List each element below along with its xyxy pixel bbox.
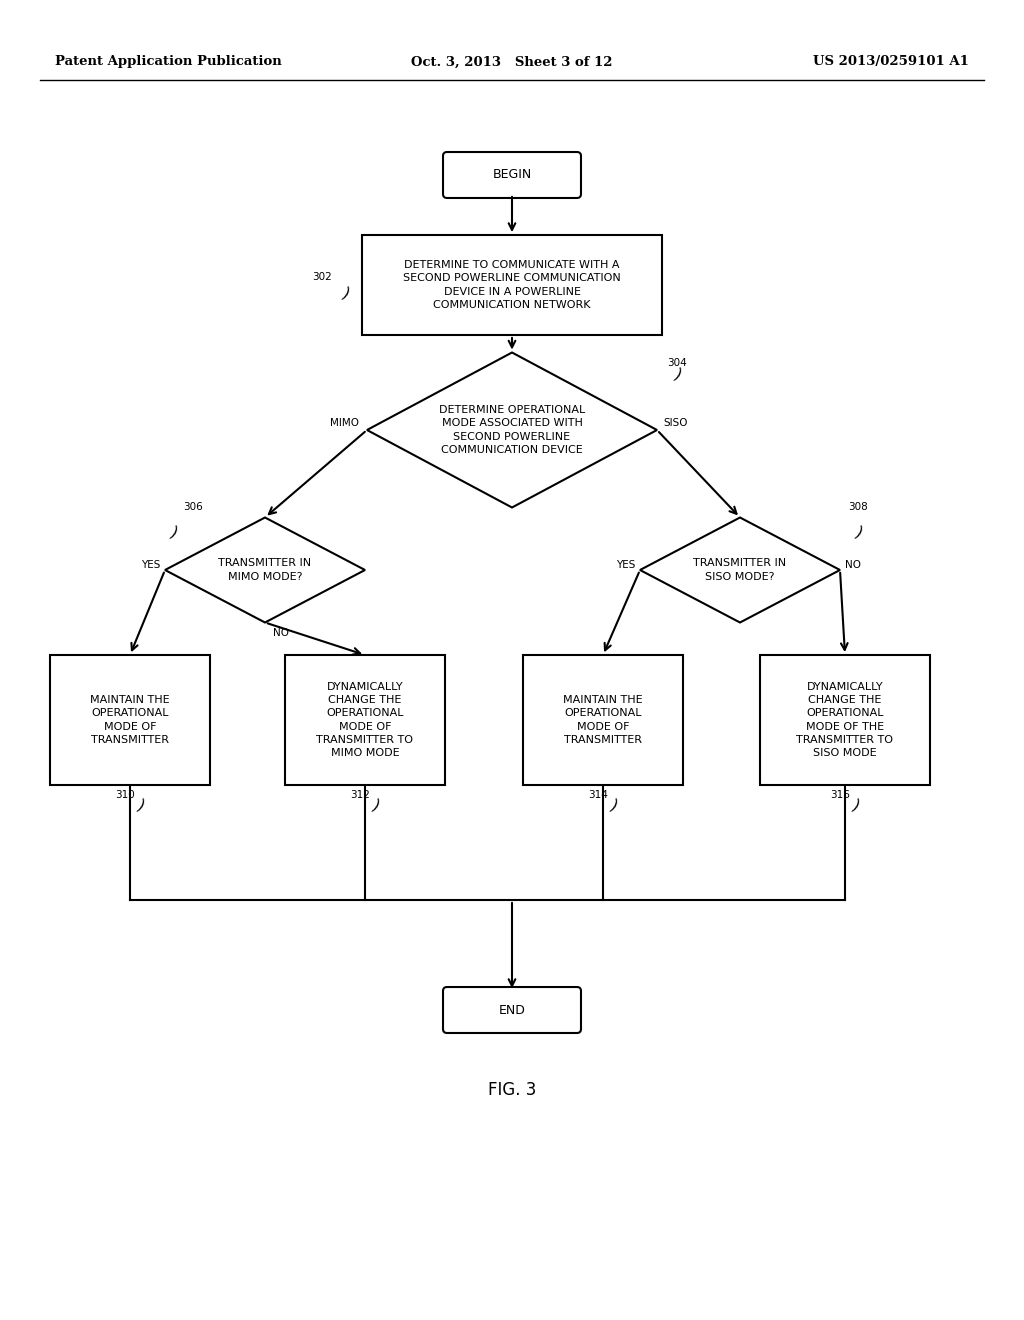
- Text: YES: YES: [140, 560, 160, 570]
- Text: ): ): [170, 524, 180, 540]
- Text: DYNAMICALLY
CHANGE THE
OPERATIONAL
MODE OF
TRANSMITTER TO
MIMO MODE: DYNAMICALLY CHANGE THE OPERATIONAL MODE …: [316, 682, 414, 758]
- Text: END: END: [499, 1003, 525, 1016]
- Text: TRANSMITTER IN
MIMO MODE?: TRANSMITTER IN MIMO MODE?: [218, 558, 311, 582]
- Text: 302: 302: [312, 272, 332, 282]
- Bar: [285, 655, 445, 785]
- Text: 314: 314: [588, 789, 608, 800]
- Text: Patent Application Publication: Patent Application Publication: [55, 55, 282, 69]
- Text: SISO: SISO: [663, 418, 687, 428]
- Text: NO: NO: [273, 627, 289, 638]
- Text: 306: 306: [183, 503, 203, 512]
- Text: FIG. 3: FIG. 3: [487, 1081, 537, 1100]
- Text: ): ): [137, 797, 146, 813]
- Text: DYNAMICALLY
CHANGE THE
OPERATIONAL
MODE OF THE
TRANSMITTER TO
SISO MODE: DYNAMICALLY CHANGE THE OPERATIONAL MODE …: [797, 682, 894, 758]
- Polygon shape: [165, 517, 365, 623]
- Bar: [50, 655, 210, 785]
- Text: ): ): [855, 524, 865, 540]
- Text: DETERMINE OPERATIONAL
MODE ASSOCIATED WITH
SECOND POWERLINE
COMMUNICATION DEVICE: DETERMINE OPERATIONAL MODE ASSOCIATED WI…: [439, 405, 585, 455]
- Text: 312: 312: [350, 789, 370, 800]
- Text: ): ): [342, 285, 352, 301]
- Text: NO: NO: [845, 560, 861, 570]
- FancyBboxPatch shape: [443, 987, 581, 1034]
- Text: 310: 310: [115, 789, 135, 800]
- Text: ): ): [674, 367, 684, 383]
- Polygon shape: [640, 517, 840, 623]
- Text: BEGIN: BEGIN: [493, 169, 531, 181]
- Text: MIMO: MIMO: [330, 418, 359, 428]
- Text: YES: YES: [615, 560, 635, 570]
- Text: TRANSMITTER IN
SISO MODE?: TRANSMITTER IN SISO MODE?: [693, 558, 786, 582]
- Text: 308: 308: [848, 503, 867, 512]
- Text: Oct. 3, 2013   Sheet 3 of 12: Oct. 3, 2013 Sheet 3 of 12: [412, 55, 612, 69]
- Text: MAINTAIN THE
OPERATIONAL
MODE OF
TRANSMITTER: MAINTAIN THE OPERATIONAL MODE OF TRANSMI…: [90, 696, 170, 744]
- Polygon shape: [367, 352, 657, 507]
- Text: US 2013/0259101 A1: US 2013/0259101 A1: [813, 55, 969, 69]
- FancyBboxPatch shape: [443, 152, 581, 198]
- Text: 304: 304: [667, 358, 687, 367]
- Bar: [760, 655, 930, 785]
- Bar: [362, 235, 662, 335]
- Text: DETERMINE TO COMMUNICATE WITH A
SECOND POWERLINE COMMUNICATION
DEVICE IN A POWER: DETERMINE TO COMMUNICATE WITH A SECOND P…: [403, 260, 621, 310]
- Text: ): ): [852, 797, 862, 813]
- Bar: [523, 655, 683, 785]
- Text: 316: 316: [830, 789, 850, 800]
- Text: MAINTAIN THE
OPERATIONAL
MODE OF
TRANSMITTER: MAINTAIN THE OPERATIONAL MODE OF TRANSMI…: [563, 696, 643, 744]
- Text: ): ): [372, 797, 382, 813]
- Text: ): ): [610, 797, 620, 813]
